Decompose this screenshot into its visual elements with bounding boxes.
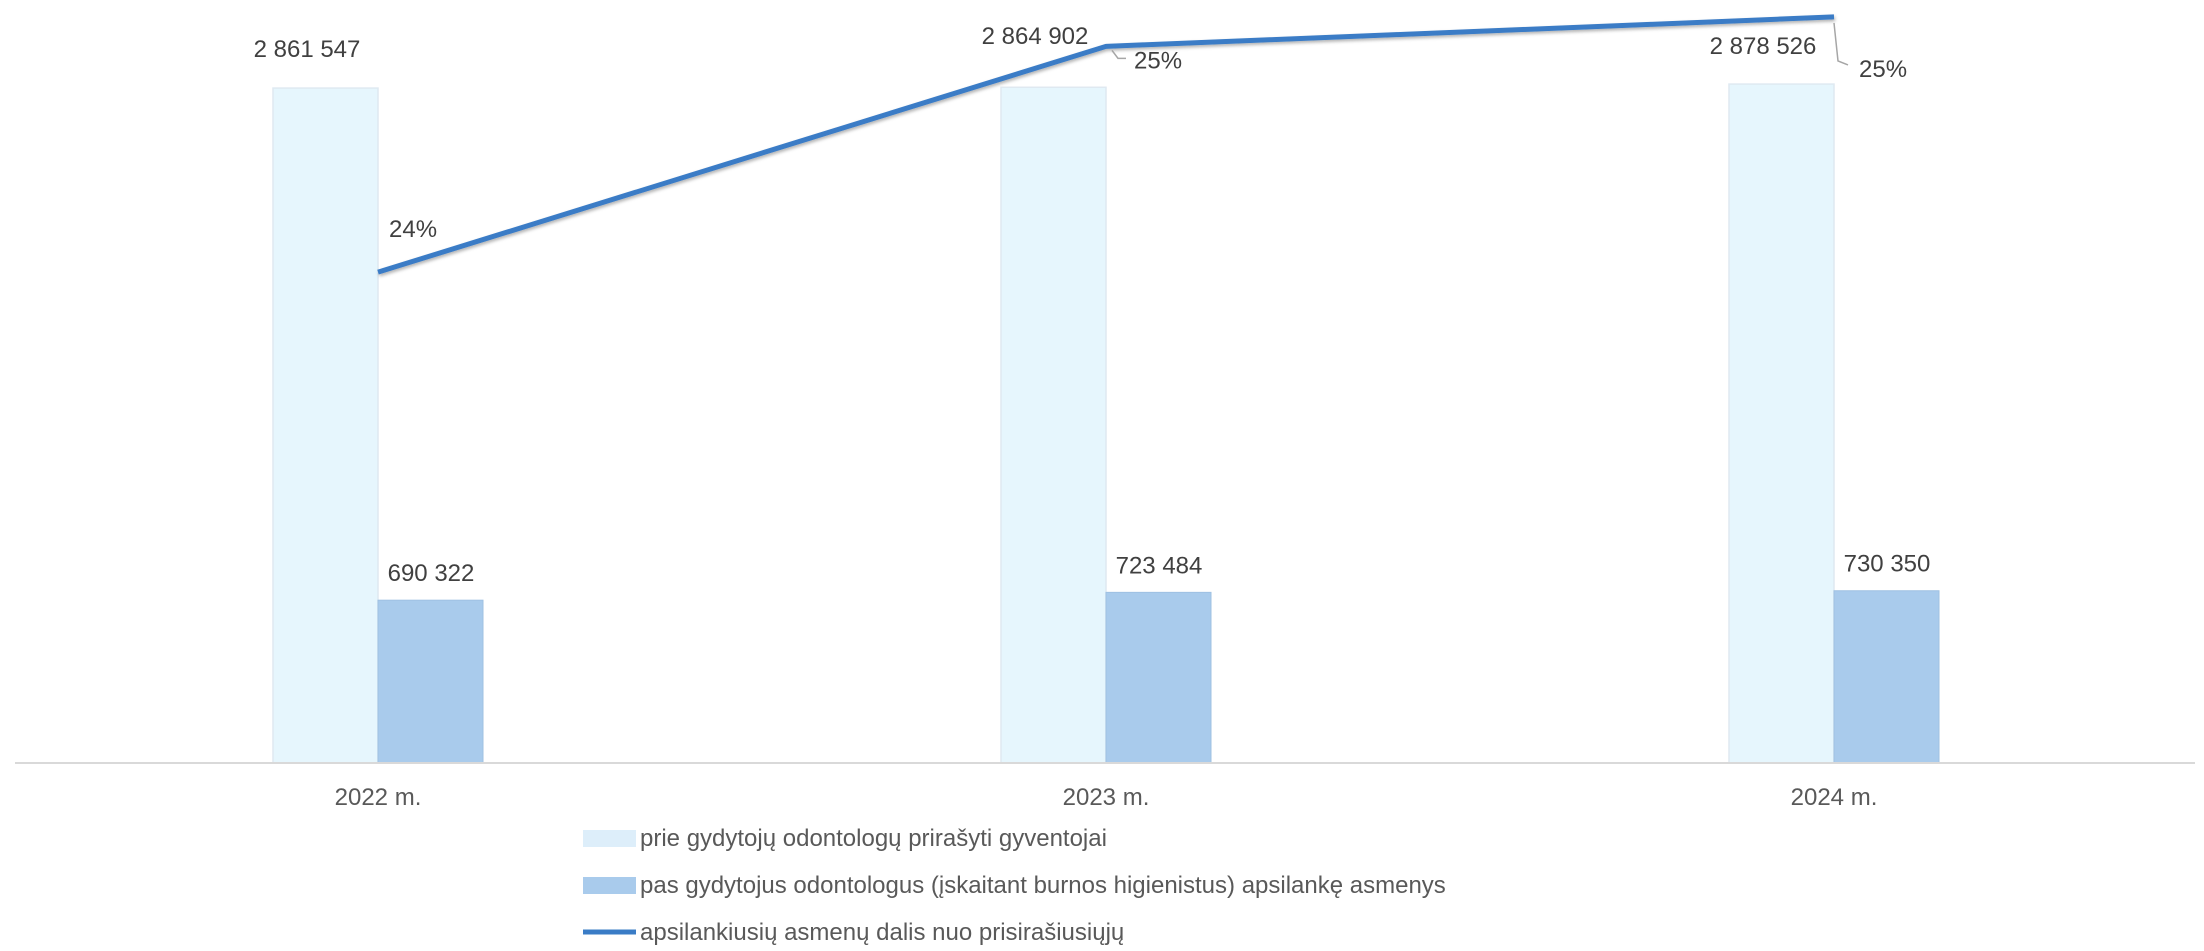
legend-swatch-visited — [583, 877, 636, 894]
data-label-enrolled: 2 861 547 — [254, 36, 361, 63]
legend-swatch-enrolled — [583, 830, 636, 847]
data-label-visited: 730 350 — [1844, 551, 1931, 578]
line-share-visited — [377, 14, 1835, 275]
legend: prie gydytojų odontologų prirašyti gyven… — [583, 825, 1446, 946]
data-label-visited: 690 322 — [388, 560, 475, 587]
legend-label-visited: pas gydytojus odontologus (įskaitant bur… — [640, 872, 1446, 899]
data-label-share: 24% — [389, 216, 437, 243]
data-label-enrolled: 2 878 526 — [1710, 33, 1817, 60]
x-tick-label: 2023 m. — [1063, 784, 1150, 811]
x-tick-labels: 2022 m. 2023 m. 2024 m. — [335, 784, 1878, 811]
line-series-group — [377, 14, 1849, 275]
x-tick-label: 2024 m. — [1791, 784, 1878, 811]
leader-line — [1111, 49, 1126, 60]
bar-visited — [377, 599, 484, 764]
bar-visited — [1833, 590, 1940, 764]
leader-line — [1833, 22, 1849, 66]
bar-visited — [1105, 591, 1212, 764]
bars-group — [272, 83, 1940, 764]
legend-label-enrolled: prie gydytojų odontologų prirašyti gyven… — [640, 825, 1107, 852]
data-label-enrolled: 2 864 902 — [982, 23, 1089, 50]
data-label-share: 25% — [1134, 47, 1182, 74]
x-tick-label: 2022 m. — [335, 784, 422, 811]
bar-enrolled — [1000, 86, 1107, 764]
legend-label-share: apsilankiusių asmenų dalis nuo prisiraši… — [640, 919, 1124, 946]
data-label-share: 25% — [1859, 56, 1907, 83]
data-label-visited: 723 484 — [1116, 552, 1203, 579]
bar-enrolled — [1728, 83, 1835, 764]
data-labels-group: 2 861 547 690 322 2 864 902 723 484 2 878 52… — [254, 23, 1931, 587]
bar-enrolled — [272, 87, 379, 764]
